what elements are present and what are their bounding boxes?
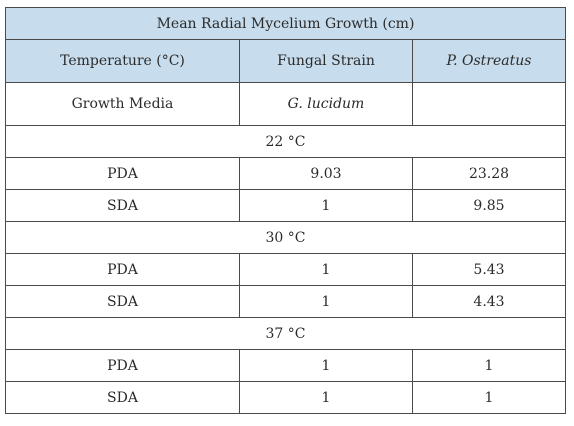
table-row: PDA 1 1: [5, 349, 567, 382]
g-lucidum-value: 1: [239, 253, 413, 286]
header-fungal-strain: Fungal Strain: [239, 39, 413, 83]
media-cell: PDA: [5, 157, 240, 190]
subheader-empty: [411, 82, 567, 126]
temperature-row: 22 °C: [4, 125, 567, 158]
media-cell: SDA: [5, 285, 240, 318]
subheader-g-lucidum: G. lucidum: [239, 82, 413, 126]
table-row: SDA 1 4.43: [5, 285, 567, 318]
p-ostreatus-value: 1: [411, 349, 567, 382]
p-ostreatus-value: 5.43: [411, 253, 567, 286]
subheader-growth-media: Growth Media: [5, 82, 240, 126]
temperature-row: 37 °C: [4, 317, 567, 350]
p-ostreatus-value: 1: [411, 381, 567, 414]
g-lucidum-value: 1: [239, 381, 413, 414]
media-cell: PDA: [5, 253, 240, 286]
header-row: Temperature (°C) Fungal Strain P. Ostrea…: [5, 39, 567, 83]
p-ostreatus-value: 4.43: [411, 285, 567, 318]
subheader-row: Growth Media G. lucidum: [5, 82, 567, 126]
temperature-label: 22 °C: [4, 125, 567, 158]
p-ostreatus-value: 23.28: [411, 157, 567, 190]
p-ostreatus-value: 9.85: [411, 189, 567, 222]
temperature-label: 30 °C: [4, 221, 567, 254]
media-cell: SDA: [5, 189, 240, 222]
table-caption: Mean Radial Mycelium Growth (cm): [4, 7, 567, 40]
media-cell: PDA: [5, 349, 240, 382]
g-lucidum-value: 1: [239, 189, 413, 222]
growth-table: Mean Radial Mycelium Growth (cm) Tempera…: [4, 7, 567, 414]
temperature-row: 30 °C: [4, 221, 567, 254]
header-p-ostreatus: P. Ostreatus: [411, 39, 567, 83]
table-row: SDA 1 9.85: [5, 189, 567, 222]
g-lucidum-value: 1: [239, 349, 413, 382]
table-row: SDA 1 1: [5, 381, 567, 414]
header-temperature: Temperature (°C): [5, 39, 240, 83]
temperature-label: 37 °C: [4, 317, 567, 350]
media-cell: SDA: [5, 381, 240, 414]
caption-row: Mean Radial Mycelium Growth (cm): [4, 7, 567, 40]
g-lucidum-value: 1: [239, 285, 413, 318]
g-lucidum-value: 9.03: [239, 157, 413, 190]
table-row: PDA 9.03 23.28: [5, 157, 567, 190]
table-row: PDA 1 5.43: [5, 253, 567, 286]
